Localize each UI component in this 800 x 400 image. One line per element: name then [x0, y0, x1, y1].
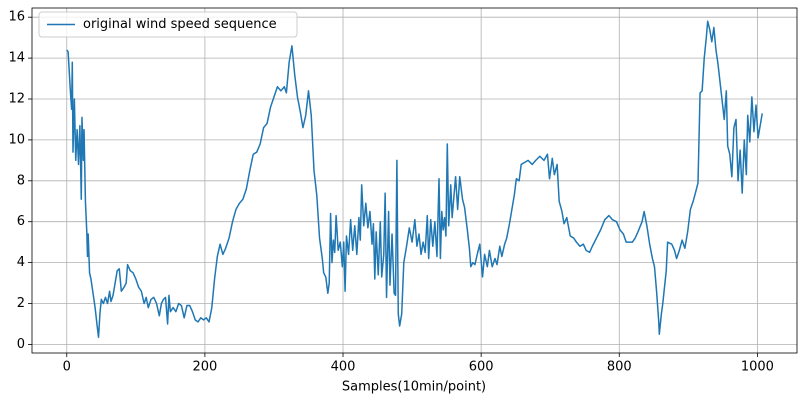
y-tick-label: 8	[17, 173, 25, 188]
grid	[32, 8, 797, 353]
y-tick-label: 14	[8, 51, 25, 66]
x-tick-label: 0	[63, 360, 71, 375]
y-tick-label: 0	[17, 337, 25, 352]
y-tick-label: 12	[8, 92, 25, 107]
legend-box	[38, 11, 298, 38]
x-tick-label: 200	[192, 360, 217, 375]
y-tick-label: 4	[17, 255, 25, 270]
y-tick-label: 16	[8, 10, 25, 25]
x-tick-label: 400	[331, 360, 356, 375]
x-tick-label: 600	[469, 360, 494, 375]
y-tick-label: 10	[8, 132, 25, 147]
legend-label: original wind speed sequence	[83, 17, 277, 32]
data	[66, 20, 763, 338]
x-tick-label: 1000	[741, 360, 774, 375]
x-axis-label: Samples(10min/point)	[342, 380, 486, 395]
x-tick-label: 800	[607, 360, 632, 375]
y-tick-label: 6	[17, 214, 25, 229]
y-tick-label: 2	[17, 296, 25, 311]
data-line	[66, 20, 763, 338]
